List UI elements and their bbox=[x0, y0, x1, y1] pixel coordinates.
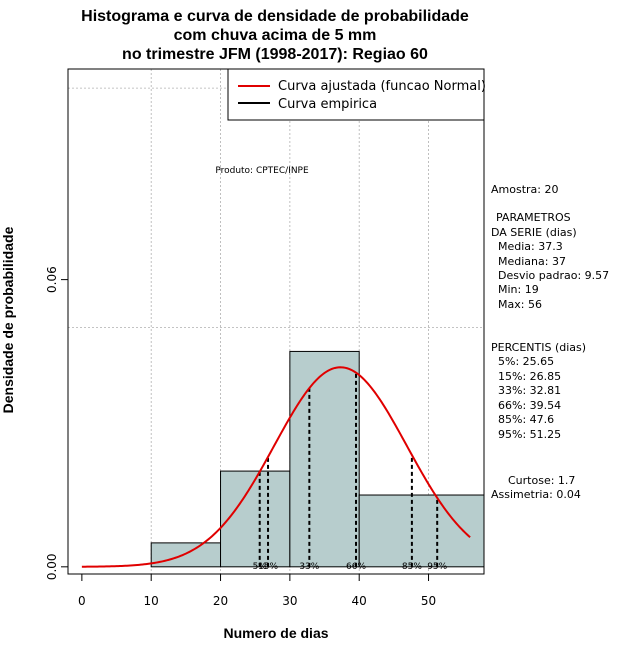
sample-size: Amostra: 20 bbox=[491, 183, 558, 196]
y-axis: 0.00 0.06 bbox=[45, 266, 68, 580]
x-tick-label: 40 bbox=[352, 594, 367, 608]
percentil-33: 33%: 32.81 bbox=[498, 384, 561, 397]
param-media: Media: 37.3 bbox=[498, 240, 563, 253]
assimetria: Assimetria: 0.04 bbox=[491, 488, 581, 501]
percentile-label: 15% bbox=[258, 562, 278, 572]
x-axis: 0 10 20 30 40 50 bbox=[78, 573, 436, 608]
x-tick-label: 0 bbox=[78, 594, 86, 608]
percentil-15: 15%: 26.85 bbox=[498, 370, 561, 383]
normal-curve-line bbox=[81, 366, 471, 568]
chart-title-line-2: com chuva acima de 5 mm bbox=[174, 27, 377, 44]
normal-curve bbox=[81, 366, 471, 568]
percentile-lines: 5%15% 33% 66% 85% 95% bbox=[253, 372, 448, 572]
params-title-2: DA SERIE (dias) bbox=[491, 226, 577, 239]
y-axis-label: Densidade de probabilidade bbox=[0, 226, 16, 413]
percentil-66: 66%: 39.54 bbox=[498, 399, 561, 412]
chart-title-line-1: Histograma e curva de densidade de proba… bbox=[81, 8, 469, 25]
x-tick-label: 10 bbox=[144, 594, 159, 608]
x-tick-label: 20 bbox=[213, 594, 228, 608]
product-annotation: Produto: CPTEC/INPE bbox=[215, 166, 309, 176]
legend-label-normal: Curva ajustada (funcao Normal) bbox=[278, 79, 486, 94]
param-max: Max: 56 bbox=[498, 298, 542, 311]
y-tick-label: 0.06 bbox=[45, 266, 59, 293]
param-desvio: Desvio padrao: 9.57 bbox=[498, 269, 609, 282]
legend: Curva ajustada (funcao Normal) Curva emp… bbox=[227, 68, 486, 121]
y-tick-label: 0.00 bbox=[45, 553, 59, 580]
x-tick-label: 50 bbox=[421, 594, 436, 608]
x-tick-label: 30 bbox=[282, 594, 297, 608]
histogram-bar bbox=[220, 470, 291, 568]
histogram-bars bbox=[150, 350, 485, 568]
statistics-panel: Amostra: 20 PARAMETROS DA SERIE (dias) M… bbox=[491, 183, 609, 501]
histogram-bar bbox=[150, 542, 222, 568]
histogram-bar bbox=[289, 350, 360, 568]
percentile-label: 66% bbox=[346, 562, 366, 572]
x-axis-label: Numero de dias bbox=[223, 625, 328, 641]
percentis-title: PERCENTIS (dias) bbox=[491, 341, 586, 354]
percentile-label: 33% bbox=[299, 562, 319, 572]
param-mediana: Mediana: 37 bbox=[498, 255, 566, 268]
chart-title-line-3: no trimestre JFM (1998-2017): Regiao 60 bbox=[122, 46, 428, 63]
percentile-label: 85% bbox=[402, 562, 422, 572]
legend-box bbox=[227, 68, 485, 121]
params-title-1: PARAMETROS bbox=[496, 211, 571, 224]
histogram-bar bbox=[358, 494, 485, 568]
legend-label-empirical: Curva empirica bbox=[278, 97, 377, 112]
percentil-5: 5%: 25.65 bbox=[498, 355, 554, 368]
param-min: Min: 19 bbox=[498, 283, 539, 296]
percentile-label: 95% bbox=[427, 562, 447, 572]
percentil-95: 95%: 51.25 bbox=[498, 428, 561, 441]
percentil-85: 85%: 47.6 bbox=[498, 413, 554, 426]
curtose: Curtose: 1.7 bbox=[508, 474, 575, 487]
percentile-label: 5% bbox=[253, 562, 268, 572]
